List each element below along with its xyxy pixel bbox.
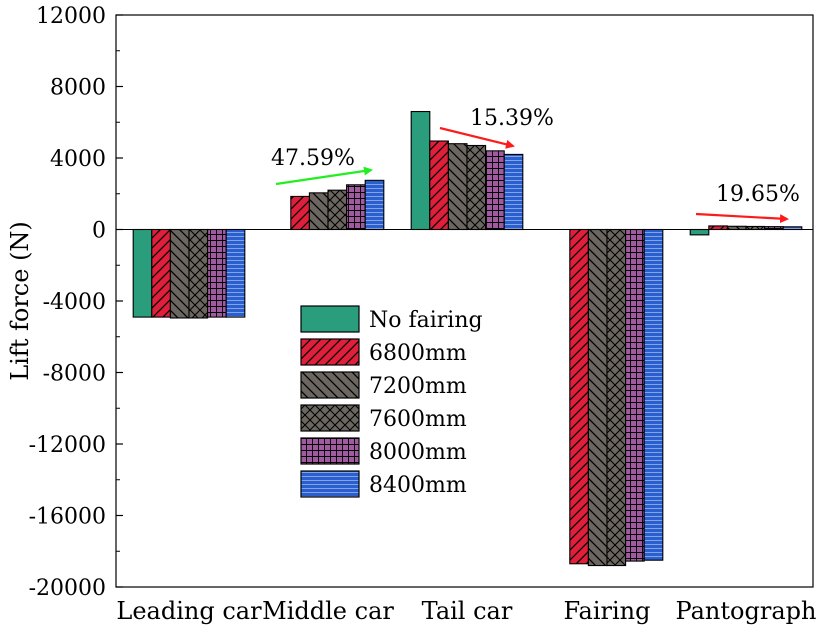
- annotation-arrow: [695, 212, 789, 224]
- legend-label: 6800mm: [369, 341, 467, 366]
- x-category-label: Fairing: [564, 597, 651, 625]
- annotation-arrow: [439, 126, 515, 149]
- bar: [429, 140, 449, 231]
- y-tick-label: 8000: [50, 76, 106, 101]
- y-tick-label: 12000: [36, 4, 106, 29]
- legend-label: No fairing: [369, 308, 483, 333]
- legend-swatch: [300, 437, 360, 465]
- bar: [447, 143, 468, 231]
- bar: [410, 110, 431, 231]
- legend-label: 7600mm: [369, 407, 467, 432]
- bar: [308, 192, 329, 231]
- legend-swatch: [300, 470, 360, 498]
- legend-label: 7200mm: [369, 374, 467, 399]
- bar: [132, 228, 153, 318]
- y-tick-label: 0: [92, 219, 106, 244]
- x-category-label: Leading car: [116, 597, 262, 625]
- legend-label: 8000mm: [369, 440, 467, 465]
- x-category-label: Tail car: [422, 597, 513, 625]
- bar: [689, 228, 710, 236]
- y-tick-label: -4000: [43, 290, 106, 315]
- bar: [503, 153, 524, 231]
- x-category-label: Pantograph: [676, 597, 817, 625]
- category-labels: Leading car Middle car Tail car Fairing Pant…: [116, 597, 816, 625]
- y-axis-title: Lift force (N): [6, 221, 34, 381]
- y-tick-label: -12000: [29, 433, 106, 458]
- y-tick-label: -16000: [29, 505, 106, 530]
- annotation-label: 47.59%: [271, 146, 355, 171]
- bar: [587, 228, 608, 567]
- annotation-arrow: [275, 166, 373, 186]
- x-category-label: Middle car: [262, 597, 394, 625]
- annotation-label: 19.65%: [716, 182, 800, 207]
- bar: [169, 228, 190, 319]
- bar: [225, 228, 246, 318]
- y-tick-label: 4000: [50, 147, 106, 172]
- bar: [364, 179, 385, 231]
- bar: [569, 228, 589, 565]
- bar: [485, 150, 505, 231]
- bar: [327, 189, 348, 231]
- annotation-label: 15.39%: [470, 106, 554, 131]
- bar: [708, 225, 728, 231]
- legend-swatch: [300, 305, 360, 333]
- ticks-layer: 12000 8000 4000 0 -4000 -8000 -12000 -16000 -200…: [29, 4, 123, 601]
- bar: [466, 144, 487, 231]
- legend: No fairing 6800mm 7200mm 7600mm 8000mm 8400mm: [300, 305, 483, 498]
- bar: [207, 228, 227, 318]
- bar: [606, 228, 627, 567]
- y-tick-label: -20000: [29, 576, 106, 601]
- bar: [625, 228, 645, 562]
- bar: [151, 228, 171, 318]
- legend-swatch: [300, 404, 360, 432]
- bar: [290, 195, 310, 231]
- y-tick-label: -8000: [43, 362, 106, 387]
- legend-label: 8400mm: [369, 473, 467, 498]
- bars-layer: [132, 110, 803, 567]
- legend-swatch: [300, 338, 360, 366]
- annotations: 47.59% 15.39% 19.65%: [271, 106, 800, 224]
- bar: [643, 228, 664, 561]
- bar: [346, 184, 366, 231]
- plot-frame: [115, 14, 814, 588]
- legend-swatch: [300, 371, 360, 399]
- bar: [188, 228, 209, 319]
